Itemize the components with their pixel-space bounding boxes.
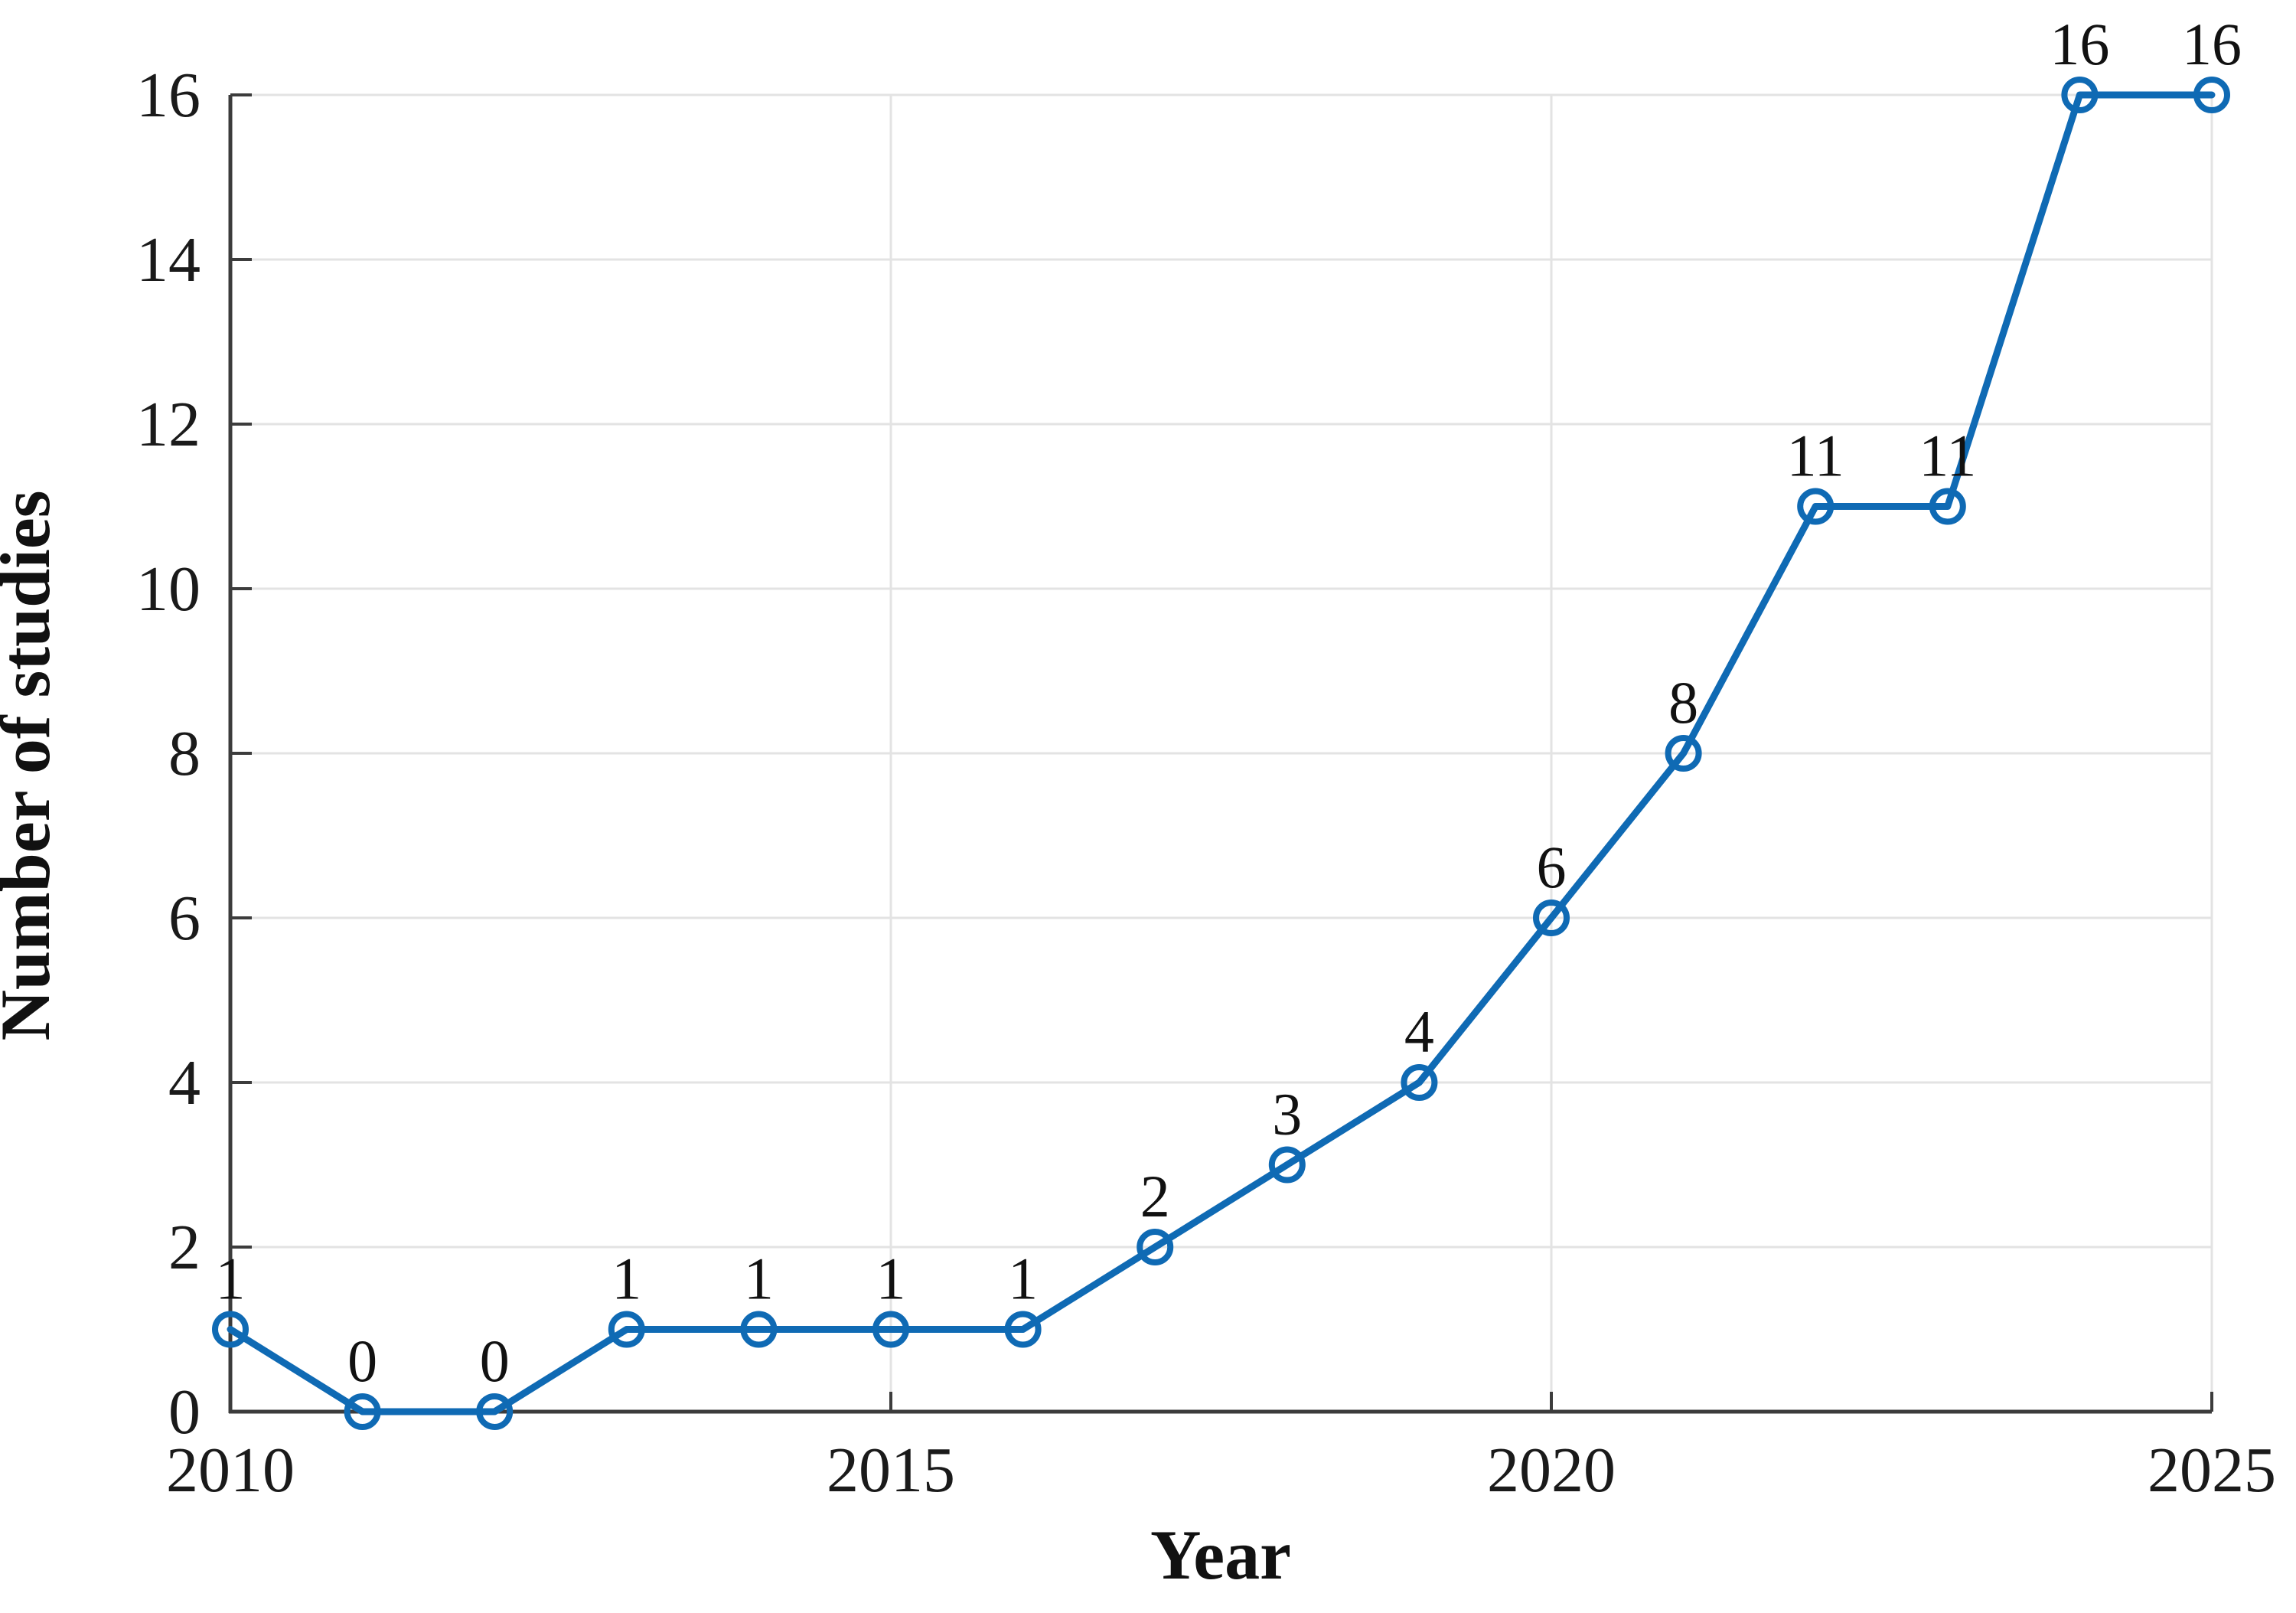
gridlines <box>230 93 2213 1412</box>
data-point-label: 16 <box>2182 11 2242 77</box>
data-point-marker <box>2061 77 2099 113</box>
data-point-marker <box>872 1311 909 1348</box>
data-point-marker <box>1004 1311 1042 1348</box>
y-tick-label: 0 <box>168 1376 201 1448</box>
data-point-marker <box>1533 900 1570 936</box>
y-tick-label: 12 <box>136 389 201 460</box>
data-point-marker <box>1797 488 1835 525</box>
data-point-label: 2 <box>1140 1163 1170 1229</box>
data-point-label: 1 <box>1008 1246 1038 1312</box>
y-tick-label: 6 <box>168 883 201 954</box>
data-point-marker <box>476 1393 514 1430</box>
data-series <box>212 77 2230 1430</box>
x-tick-label: 2010 <box>166 1435 295 1506</box>
x-tick-label: 2025 <box>2148 1435 2276 1506</box>
data-point-marker <box>1929 488 1966 525</box>
data-point-label: 3 <box>1272 1081 1302 1148</box>
y-tick-label: 14 <box>136 224 201 295</box>
data-point-marker <box>2193 77 2230 113</box>
data-point-label: 0 <box>480 1327 510 1394</box>
data-point-label: 0 <box>347 1327 377 1394</box>
data-point-marker <box>608 1311 645 1348</box>
data-point-marker <box>1665 735 1702 772</box>
y-axis-title: Number of studies <box>0 490 64 1040</box>
y-tick-label: 16 <box>136 60 201 131</box>
data-point-label: 4 <box>1404 998 1434 1065</box>
x-axis-title: Year <box>1150 1516 1291 1594</box>
data-point-marker <box>740 1311 778 1348</box>
y-tick-label: 8 <box>168 718 201 789</box>
data-point-marker <box>1268 1146 1306 1184</box>
x-tick-label: 2015 <box>827 1435 955 1506</box>
data-point-label: 6 <box>1537 834 1567 900</box>
y-tick-label: 10 <box>136 553 201 625</box>
data-point-label: 16 <box>2050 11 2109 77</box>
x-tick-label: 2020 <box>1487 1435 1616 1506</box>
y-tick-label: 2 <box>168 1212 201 1283</box>
data-point-label: 1 <box>612 1246 641 1312</box>
data-point-label: 11 <box>1919 423 1976 489</box>
axis-spines <box>228 95 2212 1414</box>
data-point-label: 8 <box>1668 669 1698 736</box>
data-point-marker <box>212 1311 249 1348</box>
data-point-marker <box>1401 1064 1438 1101</box>
data-point-label: 1 <box>216 1246 246 1312</box>
data-point-label: 1 <box>744 1246 774 1312</box>
data-point-marker <box>1137 1229 1174 1265</box>
data-point-label: 11 <box>1787 423 1844 489</box>
y-tick-label: 4 <box>168 1047 201 1118</box>
data-point-marker <box>344 1393 381 1430</box>
data-point-label: 1 <box>876 1246 906 1312</box>
series-line <box>227 91 2216 1415</box>
